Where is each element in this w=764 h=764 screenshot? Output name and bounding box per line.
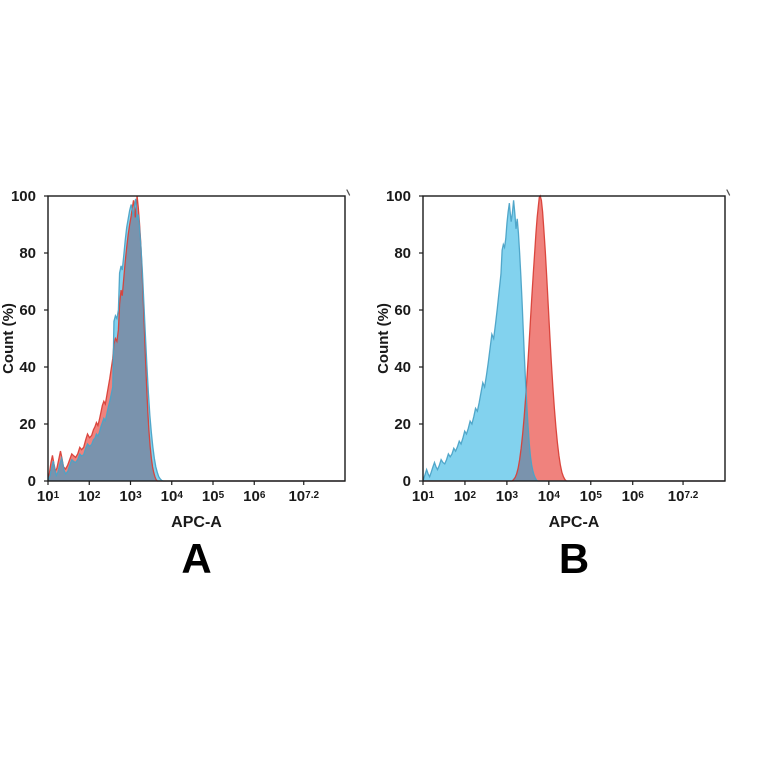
svg-text:20: 20 [394,416,411,433]
svg-text:102: 102 [78,488,101,505]
svg-text:103: 103 [496,488,519,505]
svg-text:104: 104 [161,488,184,505]
svg-text:0: 0 [403,473,411,490]
svg-text:101: 101 [412,488,435,505]
svg-text:B: B [559,535,589,582]
svg-text:40: 40 [394,359,411,376]
svg-text:0: 0 [28,473,36,490]
svg-text:A: A [181,535,211,582]
svg-text:104: 104 [538,488,561,505]
svg-text:80: 80 [394,245,411,262]
svg-text:80: 80 [19,245,36,262]
svg-text:20: 20 [19,416,36,433]
svg-text:100: 100 [386,188,411,205]
svg-text:106: 106 [622,488,645,505]
svg-text:Count (%): Count (%) [0,303,17,374]
svg-text:60: 60 [19,302,36,319]
svg-text:40: 40 [19,359,36,376]
svg-text:Count (%): Count (%) [375,303,392,374]
svg-text:60: 60 [394,302,411,319]
svg-text:107.2: 107.2 [288,488,319,505]
svg-text:APC-A: APC-A [549,514,600,531]
svg-text:APC-A: APC-A [171,514,222,531]
svg-text:101: 101 [37,488,60,505]
svg-text:100: 100 [11,188,36,205]
svg-text:105: 105 [580,488,603,505]
svg-text:102: 102 [454,488,477,505]
svg-text:105: 105 [202,488,225,505]
svg-text:106: 106 [243,488,266,505]
svg-text:107.2: 107.2 [668,488,699,505]
svg-text:103: 103 [119,488,142,505]
